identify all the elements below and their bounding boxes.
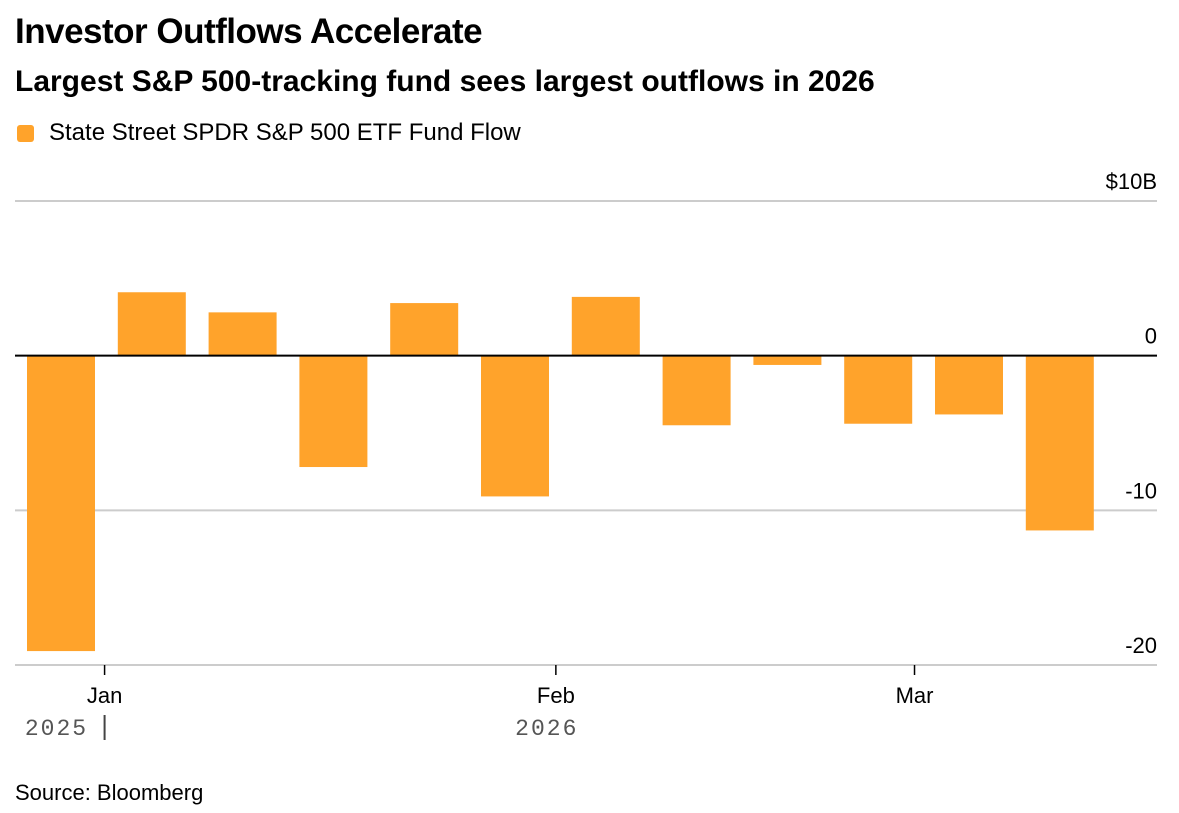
y-tick-label: -20 <box>1125 633 1157 658</box>
legend-swatch <box>17 124 34 142</box>
x-tick-label: Jan <box>87 683 122 708</box>
y-tick-label: $10B <box>1106 169 1157 194</box>
year-label: 2026 <box>515 716 578 742</box>
bar <box>935 355 1003 415</box>
bar <box>117 292 186 356</box>
legend: State Street SPDR S&P 500 ETF Fund Flow <box>17 117 521 149</box>
source-note: Source: Bloomberg <box>15 780 204 805</box>
bar <box>844 355 913 424</box>
bar <box>481 355 549 497</box>
legend-label: State Street SPDR S&P 500 ETF Fund Flow <box>49 119 521 146</box>
bar <box>299 355 368 468</box>
y-tick-label: 0 <box>1145 324 1157 349</box>
bar <box>27 355 95 652</box>
bar <box>1025 355 1094 531</box>
y-tick-label: -10 <box>1125 478 1157 503</box>
bar <box>753 355 822 365</box>
bar <box>390 303 459 356</box>
chart-title: Investor Outflows Accelerate <box>15 12 483 51</box>
bar <box>571 296 640 356</box>
bar <box>208 312 277 356</box>
year-label: 2025 <box>25 716 88 742</box>
x-tick-label: Mar <box>896 683 934 708</box>
bar <box>662 355 731 426</box>
chart-subtitle: Largest S&P 500-tracking fund sees large… <box>15 65 875 98</box>
x-tick-label: Feb <box>537 683 575 708</box>
